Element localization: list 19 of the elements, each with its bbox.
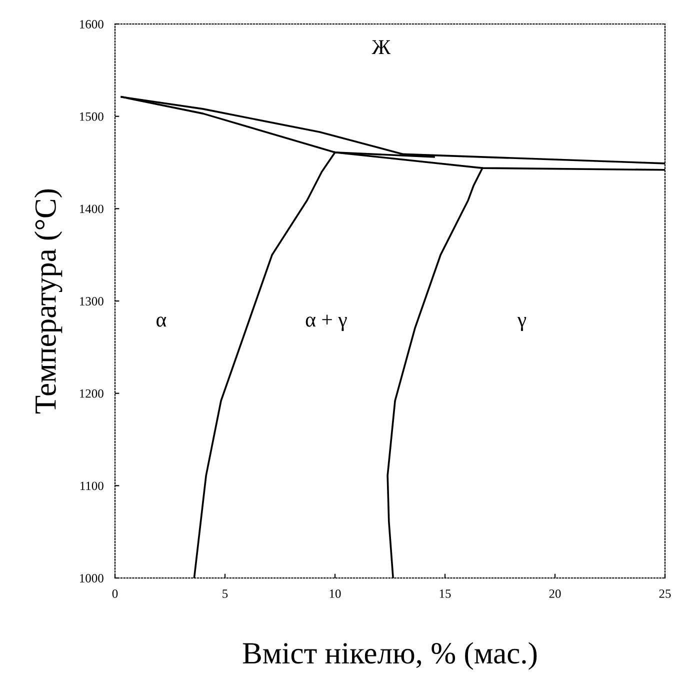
y-tick-label: 1100 [80, 482, 104, 490]
annotation: α + γ [306, 314, 347, 331]
y-tick-label: 1400 [80, 204, 104, 214]
x-tick-label: 10 [330, 589, 341, 598]
annotation: Ж [372, 40, 391, 54]
annotation: α [156, 316, 166, 327]
y-tick-label: 1500 [80, 112, 104, 121]
x-tick-label: 25 [659, 590, 671, 598]
y-tick-label: 1600 [80, 20, 104, 28]
y-axis-title: Температура (°C) [34, 189, 62, 414]
x-tick-label: 20 [549, 589, 561, 598]
x-tick-label: 5 [222, 590, 228, 598]
y-tick-label: 1000 [80, 574, 104, 582]
x-tick-label: 15 [440, 590, 451, 598]
annotation: γ [517, 316, 526, 331]
y-tick-label: 1300 [80, 297, 104, 306]
x-axis-title: Вміст нікелю, % (мас.) [242, 642, 537, 670]
y-tick-label: 1200 [80, 389, 104, 398]
x-tick-label: 0 [112, 589, 118, 598]
